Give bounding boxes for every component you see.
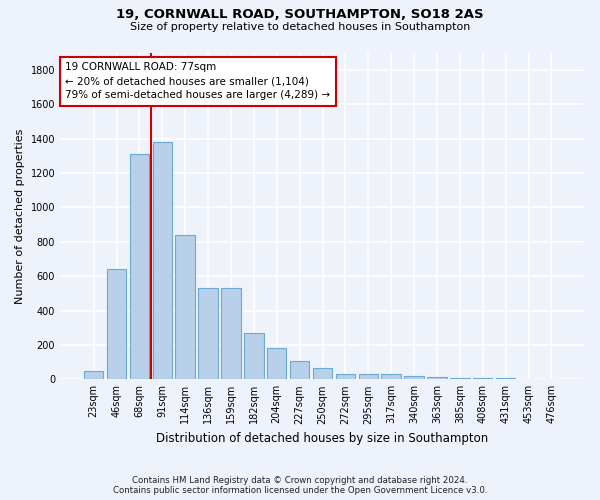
Bar [107, 269, 126, 380]
Bar [267, 348, 286, 380]
Bar [382, 374, 401, 380]
Text: Size of property relative to detached houses in Southampton: Size of property relative to detached ho… [130, 22, 470, 32]
Bar [244, 333, 263, 380]
Bar [130, 154, 149, 380]
Bar [473, 378, 493, 380]
Bar [221, 288, 241, 380]
Text: 19 CORNWALL ROAD: 77sqm
← 20% of detached houses are smaller (1,104)
79% of semi: 19 CORNWALL ROAD: 77sqm ← 20% of detache… [65, 62, 331, 100]
Bar [175, 235, 195, 380]
Bar [152, 142, 172, 380]
Bar [84, 370, 103, 380]
Bar [290, 361, 310, 380]
Y-axis label: Number of detached properties: Number of detached properties [15, 128, 25, 304]
Bar [450, 378, 470, 380]
Bar [519, 379, 538, 380]
Bar [427, 376, 446, 380]
X-axis label: Distribution of detached houses by size in Southampton: Distribution of detached houses by size … [157, 432, 488, 445]
Bar [496, 378, 515, 380]
Text: 19, CORNWALL ROAD, SOUTHAMPTON, SO18 2AS: 19, CORNWALL ROAD, SOUTHAMPTON, SO18 2AS [116, 8, 484, 20]
Bar [359, 374, 378, 380]
Bar [199, 288, 218, 380]
Text: Contains HM Land Registry data © Crown copyright and database right 2024.
Contai: Contains HM Land Registry data © Crown c… [113, 476, 487, 495]
Bar [335, 374, 355, 380]
Bar [404, 376, 424, 380]
Bar [313, 368, 332, 380]
